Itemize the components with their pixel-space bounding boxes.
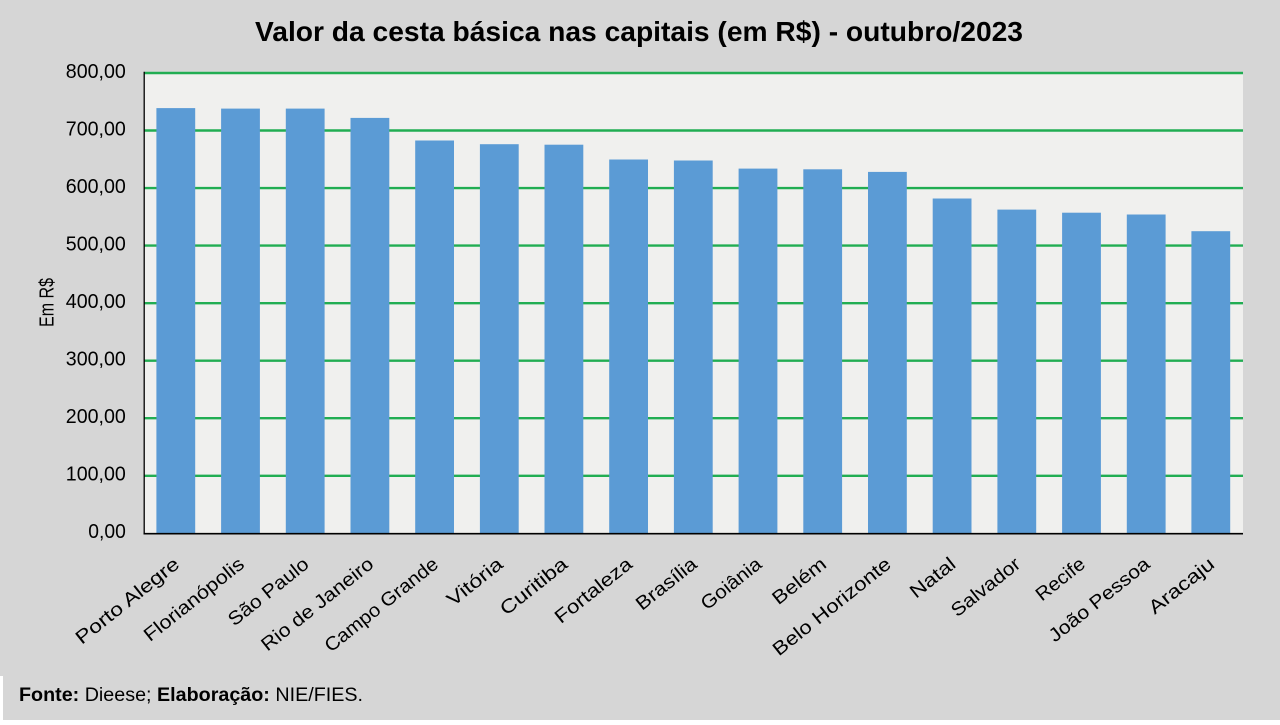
svg-text:700,00: 700,00 bbox=[66, 118, 126, 140]
svg-text:Fonte: Dieese; Elaboração: NIE: Fonte: Dieese; Elaboração: NIE/FIES. bbox=[19, 684, 363, 706]
svg-text:600,00: 600,00 bbox=[66, 176, 126, 198]
svg-text:800,00: 800,00 bbox=[66, 61, 126, 83]
svg-text:100,00: 100,00 bbox=[66, 464, 126, 486]
svg-text:Valor da cesta básica nas capi: Valor da cesta básica nas capitais (em R… bbox=[255, 16, 1023, 47]
svg-text:400,00: 400,00 bbox=[66, 291, 126, 313]
svg-text:500,00: 500,00 bbox=[66, 234, 126, 256]
svg-text:200,00: 200,00 bbox=[66, 406, 126, 428]
svg-text:300,00: 300,00 bbox=[66, 349, 126, 371]
svg-text:Em R$: Em R$ bbox=[37, 278, 59, 327]
svg-text:0,00: 0,00 bbox=[88, 521, 126, 543]
